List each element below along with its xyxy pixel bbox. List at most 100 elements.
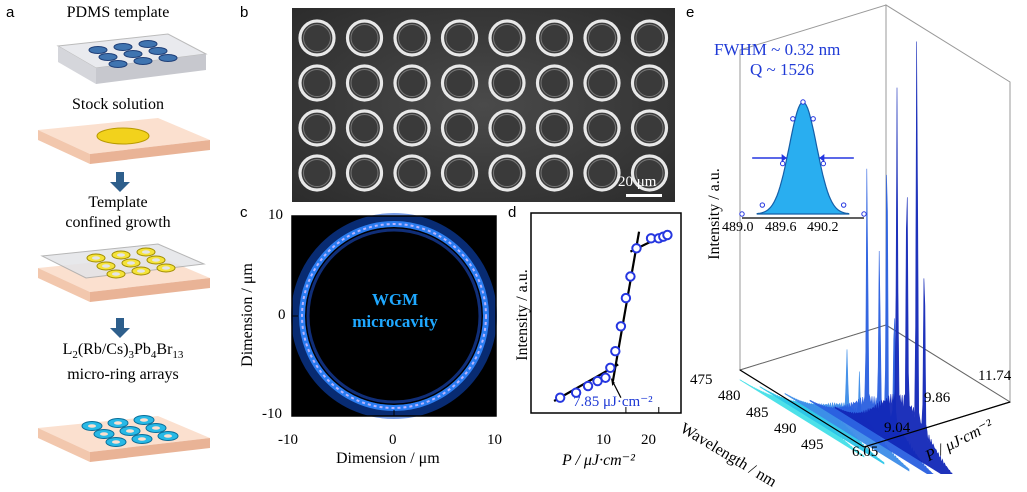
- inset-data-point: [861, 211, 867, 217]
- formula-part: Pb: [134, 341, 151, 358]
- e-ztick: 9.86: [924, 390, 951, 406]
- inset-data-point: [840, 202, 847, 208]
- panel-a-label: a: [6, 4, 15, 21]
- c-ylabel: Dimension / μm: [239, 263, 256, 367]
- inset-xtick: 489.6: [765, 220, 797, 235]
- micro-ring-inner: [635, 159, 664, 187]
- c-xtick: 0: [389, 432, 397, 448]
- sem-scalebar-label: 20 μm: [618, 174, 657, 190]
- micro-ring: [298, 64, 336, 102]
- micro-ring-inner: [588, 114, 616, 142]
- micro-ring-inner: [540, 24, 569, 52]
- micro-ring: [393, 19, 431, 57]
- panel-d-label: d: [508, 204, 517, 221]
- e-xtick: 485: [746, 405, 769, 421]
- e-xtick: 490: [774, 421, 797, 437]
- micro-ring-inner: [350, 69, 379, 97]
- inset-xtick: 489.0: [722, 220, 754, 235]
- data-point: [570, 387, 582, 398]
- micro-ring-illustration: [38, 415, 210, 462]
- stock-solution-illustration: [38, 118, 210, 164]
- wgm-text-line1: WGM: [371, 290, 419, 309]
- sem-image: [292, 8, 675, 202]
- inset-data-point: [790, 116, 796, 122]
- micro-ring-inner: [398, 159, 426, 187]
- micro-ring: [535, 109, 574, 147]
- micro-ring-inner: [303, 159, 331, 187]
- micro-ring: [345, 64, 384, 102]
- fit-line-above: [611, 231, 641, 382]
- micro-ring-inner: [350, 159, 379, 187]
- inset-data-point: [820, 160, 827, 167]
- micro-ring-inner: [493, 114, 521, 142]
- e-xtick: 475: [690, 372, 713, 388]
- inset-data-point: [779, 160, 786, 167]
- micro-ring-inner: [445, 24, 474, 52]
- micro-ring-inner: [540, 114, 569, 142]
- micro-ring-inner: [398, 114, 426, 142]
- micro-ring: [583, 64, 621, 102]
- data-point: [625, 271, 636, 282]
- spectrum-trace: [834, 41, 953, 474]
- micro-ring: [535, 19, 574, 57]
- micro-ring: [488, 154, 526, 192]
- c-xtick: 10: [487, 432, 502, 448]
- inset-q: Q ~ 1526: [750, 60, 814, 79]
- template-growth-line2: confined growth: [65, 214, 171, 231]
- micro-ring: [583, 19, 621, 57]
- c-xlabel: Dimension / μm: [336, 450, 440, 467]
- micro-ring: [393, 109, 431, 147]
- micro-ring: [393, 64, 431, 102]
- data-point: [662, 229, 673, 241]
- micro-ring: [440, 109, 479, 147]
- data-point: [605, 362, 616, 374]
- micro-ring: [488, 19, 526, 57]
- inset-data-point: [759, 202, 766, 208]
- formula-part: (Rb/Cs): [77, 341, 129, 358]
- micro-ring: [630, 64, 669, 102]
- d-xtick: 10: [596, 432, 611, 448]
- micro-ring: [630, 109, 669, 147]
- micro-ring-inner: [445, 69, 474, 97]
- inset-xtick: 490.2: [807, 220, 839, 235]
- micro-ring: [298, 109, 336, 147]
- micro-ring-inner: [445, 114, 474, 142]
- inset-fwhm: FWHM ~ 0.32 nm: [714, 40, 841, 59]
- micro-ring: [535, 64, 574, 102]
- micro-ring: [440, 19, 479, 57]
- d-xlabel: P / μJ·cm⁻²: [562, 452, 635, 469]
- formula-part: Br: [156, 341, 173, 358]
- micro-ring-inner: [635, 69, 664, 97]
- wgm-panel: [291, 213, 497, 419]
- formula-sub: 4: [150, 349, 157, 362]
- spectra-3d-chart: [738, 4, 1012, 474]
- arrow-down-icon: [110, 172, 130, 192]
- micro-ring-inner: [635, 24, 664, 52]
- data-point: [631, 243, 642, 254]
- template-growth-line1: Template: [88, 194, 148, 211]
- micro-ring-inner: [588, 69, 616, 97]
- arrow-down-icon: [110, 318, 130, 338]
- c-xtick: -10: [278, 432, 298, 448]
- micro-ring-inner: [493, 159, 521, 187]
- data-point: [600, 372, 611, 383]
- panel-b-label: b: [240, 4, 249, 21]
- micro-ring: [440, 64, 479, 102]
- inset-data-point: [739, 211, 745, 217]
- micro-ring-inner: [588, 24, 616, 52]
- micro-ring-inner: [588, 159, 616, 187]
- micro-ring-inner: [303, 114, 331, 142]
- micro-ring-inner: [540, 159, 569, 187]
- micro-ring: [345, 19, 384, 57]
- formula-sub: 2: [72, 349, 78, 362]
- micro-ring: [440, 154, 479, 192]
- threshold-chart: [530, 212, 682, 414]
- micro-ring: [393, 154, 431, 192]
- micro-ring-inner: [398, 24, 426, 52]
- inset-data-point: [800, 99, 806, 105]
- e-ylabel: Intensity / a.u.: [706, 168, 723, 260]
- d-xtick: 20: [641, 432, 656, 448]
- formula-part: L: [62, 341, 73, 358]
- micro-ring-inner: [635, 114, 664, 142]
- inset-data-point: [810, 116, 816, 122]
